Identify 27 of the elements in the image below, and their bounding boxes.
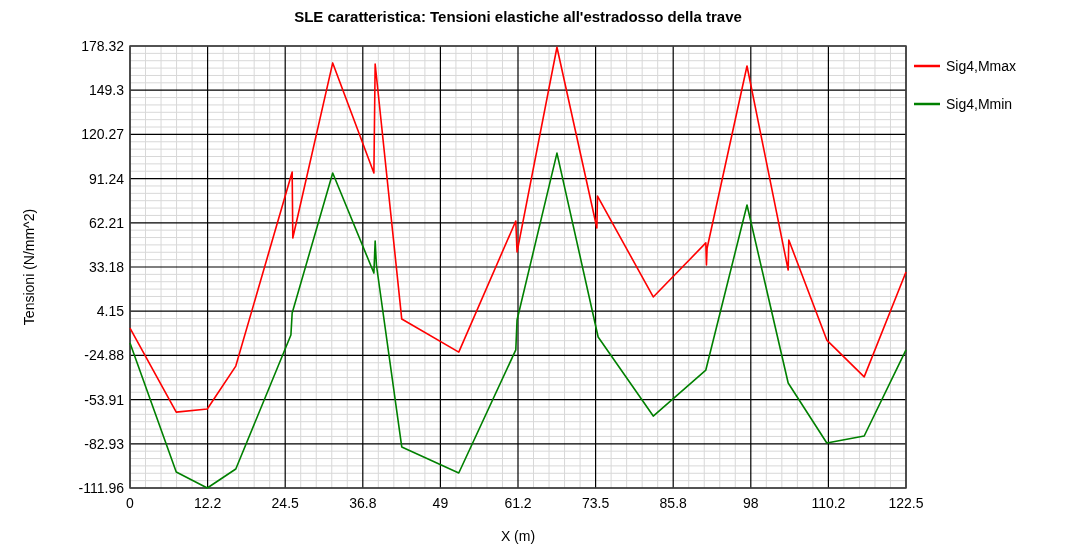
y-tick-label: -53.91 — [84, 391, 125, 408]
x-tick-label: 61.2 — [504, 495, 532, 511]
x-tick-label: 36.8 — [349, 495, 377, 511]
y-axis-title: Tensioni (N/mm^2) — [21, 208, 37, 326]
x-tick-label: 98 — [743, 495, 759, 511]
x-tick-label: 49 — [432, 495, 449, 511]
y-tick-label: -82.93 — [84, 435, 125, 452]
y-tick-label: 62.21 — [88, 214, 125, 231]
x-tick-label: 110.2 — [811, 495, 846, 511]
y-tick-label: 91.24 — [88, 170, 125, 187]
y-tick-label: 120.27 — [81, 126, 125, 143]
y-tick-label: -24.88 — [84, 347, 125, 364]
x-tick-label: 12.2 — [193, 495, 222, 511]
y-tick-label: -111.96 — [78, 480, 125, 496]
legend-label: Sig4,Mmax — [946, 58, 1017, 74]
x-axis-title: X (m) — [500, 528, 536, 544]
x-tick-label: 73.5 — [581, 495, 610, 511]
legend-label: Sig4,Mmin — [946, 96, 1013, 112]
y-tick-label: 178.32 — [81, 38, 125, 54]
chart-title: SLE caratteristica: Tensioni elastiche all'estradosso della trave — [294, 8, 742, 25]
y-tick-label: 149.3 — [88, 82, 125, 99]
y-tick-label: 4.15 — [96, 303, 125, 320]
x-tick-label: 122.5 — [888, 495, 924, 511]
x-tick-label: 0 — [126, 495, 135, 511]
y-tick-label: 33.18 — [88, 259, 125, 275]
x-tick-label: 85.8 — [659, 495, 688, 511]
x-tick-label: 24.5 — [271, 495, 300, 511]
